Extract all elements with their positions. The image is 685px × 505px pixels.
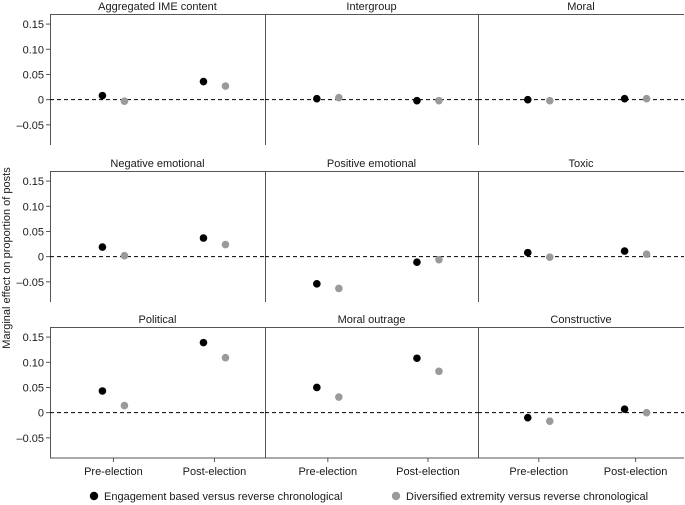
legend-label-engagement: Engagement based versus reverse chronolo… [104,491,342,503]
point-engagement-post [620,405,629,413]
point-diversified-pre [120,97,129,105]
point-diversified-post [435,255,443,264]
panel-5: Toxic [478,158,684,302]
y-tick-label: –0.05 [16,120,44,132]
panel-title: Political [139,314,177,326]
y-tick-label: 0.05 [23,382,44,394]
point-diversified-pre [545,253,554,261]
y-tick-label: –0.05 [16,433,44,445]
point-engagement-post [620,94,629,103]
x-tick-label: Post-election [396,466,460,478]
y-tick-label: 0 [38,95,44,107]
panel-4: Positive emotional [265,158,478,302]
panel-title: Moral outrage [338,314,406,326]
x-tick-label: Pre-election [298,466,357,478]
y-tick-label: 0.05 [23,69,44,81]
point-engagement-pre [98,243,107,251]
point-engagement-pre [313,383,321,392]
panel-title: Aggregated IME content [98,1,217,13]
y-tick-label: –0.05 [16,277,44,289]
point-diversified-post [435,96,443,105]
point-engagement-pre [523,413,532,422]
point-engagement-post [413,96,421,105]
panel-title: Positive emotional [327,158,416,170]
point-engagement-pre [313,280,321,288]
panel-2: Moral [478,1,684,145]
y-tick-label: 0.10 [23,44,44,56]
point-diversified-post [221,240,230,249]
x-tick-label: Pre-election [84,466,143,478]
point-diversified-post [221,82,230,90]
panel-title: Intergroup [346,1,396,13]
panel-1: Intergroup [265,1,478,145]
point-engagement-pre [523,95,532,104]
point-diversified-post [435,367,443,376]
point-diversified-pre [120,401,129,410]
x-tick-label: Pre-election [509,466,568,478]
point-diversified-pre [335,393,343,401]
point-engagement-post [199,234,208,242]
point-diversified-post [642,408,651,417]
point-diversified-pre [545,417,554,426]
point-engagement-post [199,77,208,86]
point-diversified-post [221,353,230,362]
legend-marker-engagement [89,491,99,501]
point-diversified-pre [120,251,129,260]
panel-title: Constructive [550,314,611,326]
point-engagement-pre [98,387,107,395]
panel-title: Negative emotional [110,158,204,170]
point-diversified-pre [335,284,343,293]
legend-marker-diversified [391,491,401,501]
point-engagement-post [413,354,421,363]
panel-6: Political –0.05 0 0.05 0.10 0.15 Pre-election P… [16,314,265,478]
point-engagement-post [199,338,208,347]
y-tick-label: 0.15 [23,176,44,188]
y-axis-label: Marginal effect on proportion of posts [1,167,13,349]
point-engagement-post [413,258,421,266]
point-diversified-post [642,250,651,258]
x-tick-label: Post-election [183,466,247,478]
panel-7: Moral outrage Pre-election Post-election [265,314,478,478]
y-tick-label: 0.05 [23,226,44,238]
point-diversified-pre [545,96,554,105]
point-engagement-pre [313,94,321,103]
point-engagement-post [620,247,629,255]
panel-0: Aggregated IME content –0.05 0 0.05 0.10 0.15 [16,1,265,145]
y-tick-label: 0 [38,252,44,264]
point-engagement-pre [98,91,107,100]
y-tick-label: 0.15 [23,19,44,31]
panel-3: Negative emotional –0.05 0 0.05 0.10 0.15 [16,158,265,302]
point-engagement-pre [523,248,532,257]
point-diversified-pre [335,93,343,102]
panel-title: Moral [567,1,595,13]
x-tick-label: Post-election [604,466,668,478]
y-tick-label: 0.10 [23,357,44,369]
panel-title: Toxic [568,158,594,170]
legend: Engagement based versus reverse chronolo… [89,491,648,503]
y-tick-label: 0.15 [23,332,44,344]
panel-8: Constructive Pre-election Post-election [478,314,684,478]
point-diversified-post [642,94,651,103]
legend-label-diversified: Diversified extremity versus reverse chr… [406,491,648,503]
y-tick-label: 0.10 [23,201,44,213]
y-tick-label: 0 [38,408,44,420]
